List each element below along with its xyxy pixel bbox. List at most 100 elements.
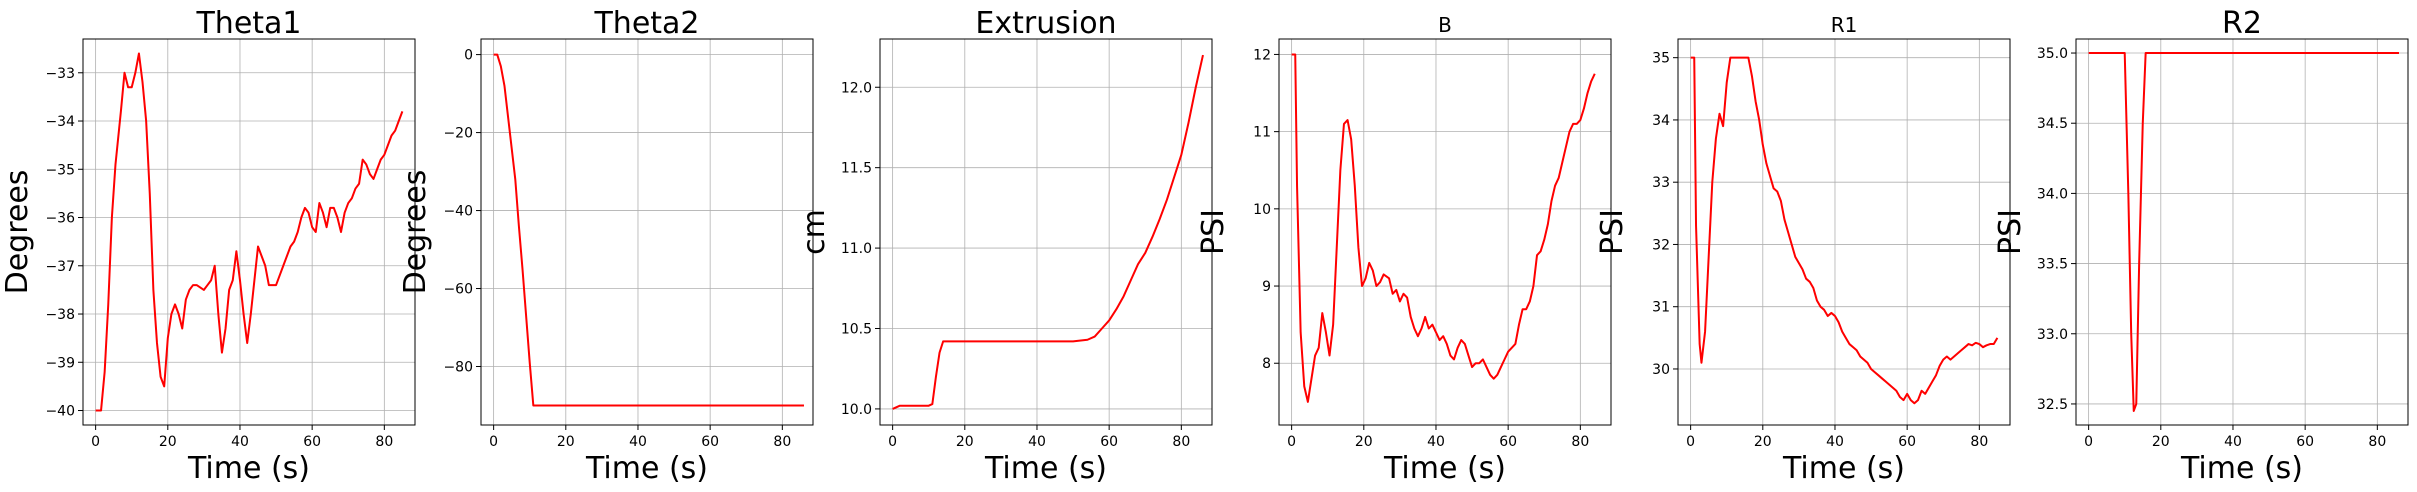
plot-frame xyxy=(1677,38,2011,426)
y-tick-label: −34 xyxy=(45,114,75,130)
chart-title: Theta1 xyxy=(195,6,301,41)
y-tick-label: −39 xyxy=(45,355,75,371)
x-tick-label: 0 xyxy=(1686,434,1695,450)
x-tick-label: 20 xyxy=(956,434,974,450)
subplot-theta2: 0 20 40 60 80 0 −20 −40 −60 −80 Theta2 Time (s) Degr… xyxy=(398,6,814,486)
x-tick-label: 80 xyxy=(1571,434,1589,450)
x-tick-label: 80 xyxy=(1172,434,1190,450)
y-tick-label: 12 xyxy=(1253,47,1271,63)
plot-frame xyxy=(879,38,1213,426)
series-line xyxy=(892,54,1204,410)
y-tick-label: 10.5 xyxy=(841,322,872,338)
y-tick-label: 0 xyxy=(464,48,473,64)
y-tick-label: −38 xyxy=(45,307,75,323)
x-axis-label: Time (s) xyxy=(984,451,1107,486)
y-tick-label: 33 xyxy=(1652,175,1670,191)
y-tick-label: 12.0 xyxy=(841,80,872,96)
plot-frame xyxy=(82,38,416,426)
series-line xyxy=(95,52,404,412)
series-line xyxy=(2088,52,2399,412)
x-tick-label: 60 xyxy=(701,434,719,450)
series-line xyxy=(1291,53,1596,403)
x-tick-label: 40 xyxy=(231,434,249,450)
x-tick-label: 80 xyxy=(375,434,393,450)
y-tick-label: 32 xyxy=(1652,237,1670,253)
plot-frame xyxy=(480,38,814,426)
chart-title: Theta2 xyxy=(593,6,699,41)
chart-title: R2 xyxy=(2222,6,2262,41)
x-tick-label: 0 xyxy=(2084,434,2093,450)
y-tick-label: 30 xyxy=(1652,362,1670,378)
y-tick-label: 31 xyxy=(1652,300,1670,316)
x-tick-label: 20 xyxy=(557,434,575,450)
x-tick-label: 40 xyxy=(1826,434,1844,450)
y-tick-label: −36 xyxy=(45,211,75,227)
subplot-r1: 0 20 40 60 80 30 31 32 33 34 35 R1 Time (s) PSI xyxy=(1595,13,2011,486)
y-tick-label: 32.5 xyxy=(2037,397,2068,413)
x-tick-label: 60 xyxy=(1499,434,1517,450)
x-tick-label: 60 xyxy=(2296,434,2314,450)
x-tick-label: 60 xyxy=(1898,434,1916,450)
chart-title: R1 xyxy=(1831,13,1858,37)
x-axis-label: Time (s) xyxy=(1383,451,1506,486)
y-axis-label: Degrees xyxy=(398,170,433,295)
plot-frame xyxy=(2075,38,2409,426)
x-axis-label: Time (s) xyxy=(187,451,310,486)
series-line xyxy=(493,53,804,407)
chart-title: Extrusion xyxy=(975,6,1116,41)
y-tick-label: −20 xyxy=(443,126,473,142)
y-tick-label: 11.5 xyxy=(841,161,872,177)
subplot-b: 0 20 40 60 80 8 9 10 11 12 B Time (s) PSI xyxy=(1196,13,1612,486)
y-tick-label: 10 xyxy=(1253,202,1271,218)
y-tick-label: 33.0 xyxy=(2037,327,2068,343)
x-tick-label: 0 xyxy=(1287,434,1296,450)
y-tick-label: 8 xyxy=(1262,356,1271,372)
x-tick-label: 40 xyxy=(1028,434,1046,450)
y-tick-label: 9 xyxy=(1262,279,1271,295)
y-tick-label: 10.0 xyxy=(841,402,872,418)
y-tick-label: −35 xyxy=(45,162,75,178)
x-tick-label: 20 xyxy=(159,434,177,450)
y-tick-label: −37 xyxy=(45,259,75,275)
x-tick-label: 40 xyxy=(629,434,647,450)
x-tick-label: 80 xyxy=(2368,434,2386,450)
subplot-r2: 0 20 40 60 80 32.5 33.0 33.5 34.0 34.5 35.0 R2 Time … xyxy=(1993,6,2409,486)
x-tick-label: 0 xyxy=(91,434,100,450)
x-axis-label: Time (s) xyxy=(585,451,708,486)
y-axis-label: PSI xyxy=(1196,209,1231,255)
subplot-extrusion: 0 20 40 60 80 10.0 10.5 11.0 11.5 12.0 Extrusion Ti… xyxy=(797,6,1213,486)
x-tick-label: 60 xyxy=(303,434,321,450)
x-tick-label: 80 xyxy=(773,434,791,450)
x-tick-label: 0 xyxy=(888,434,897,450)
x-tick-label: 80 xyxy=(1970,434,1988,450)
x-axis-label: Time (s) xyxy=(1782,451,1905,486)
y-tick-label: −60 xyxy=(443,282,473,298)
x-axis-label: Time (s) xyxy=(2180,451,2303,486)
y-tick-label: 34 xyxy=(1652,113,1670,129)
y-tick-label: 11 xyxy=(1253,125,1271,141)
x-tick-label: 40 xyxy=(1427,434,1445,450)
x-tick-label: 0 xyxy=(489,434,498,450)
plot-frame xyxy=(1278,38,1612,426)
y-axis-label: cm xyxy=(797,209,832,255)
subplot-theta1: 0 20 40 60 80 −40 −39 −38 −37 −36 −35 −34 −33 Theta1 T… xyxy=(0,6,416,486)
x-tick-label: 20 xyxy=(1355,434,1373,450)
x-tick-label: 60 xyxy=(1100,434,1118,450)
y-tick-label: 35.0 xyxy=(2037,46,2068,62)
y-axis-label: PSI xyxy=(1595,209,1630,255)
y-tick-label: 34.0 xyxy=(2037,186,2068,202)
y-tick-label: −33 xyxy=(45,66,75,82)
y-axis-label: PSI xyxy=(1993,209,2028,255)
x-tick-label: 20 xyxy=(2152,434,2170,450)
y-tick-label: 35 xyxy=(1652,51,1670,67)
y-tick-label: 34.5 xyxy=(2037,116,2068,132)
x-tick-label: 20 xyxy=(1754,434,1772,450)
y-tick-label: −40 xyxy=(45,404,75,420)
y-axis-label: Degrees xyxy=(0,170,35,295)
y-tick-label: 33.5 xyxy=(2037,257,2068,273)
y-tick-label: −80 xyxy=(443,360,473,376)
x-tick-label: 40 xyxy=(2224,434,2242,450)
chart-title: B xyxy=(1438,13,1452,37)
y-tick-label: −40 xyxy=(443,204,473,220)
